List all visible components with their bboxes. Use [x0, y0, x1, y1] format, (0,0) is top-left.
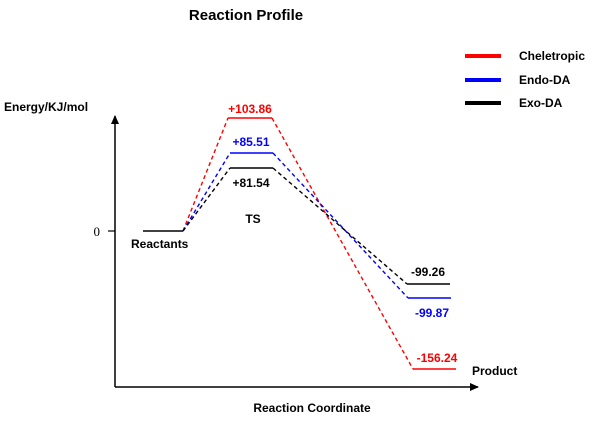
series-exo-da: +81.54 -99.26 [182, 167, 450, 285]
endo-da-ts-value: +85.51 [232, 135, 269, 149]
exo-da-ts-value: +81.54 [232, 176, 269, 190]
reactants-label: Reactants [131, 237, 189, 251]
legend-label-cheletropic: Cheletropic [519, 49, 585, 63]
exo-da-rise-connector [182, 167, 231, 232]
cheletropic-fall-connector [271, 117, 414, 370]
endo-da-rise-connector [182, 152, 231, 232]
y-axis-label: Energy/KJ/mol [4, 100, 88, 114]
series-cheletropic: +103.86 -156.24 [182, 102, 458, 370]
cheletropic-product-value: -156.24 [417, 351, 458, 365]
x-axis-label: Reaction Coordinate [253, 401, 371, 415]
product-label: Product [472, 364, 517, 378]
ts-label: TS [245, 212, 260, 226]
series-endo-da: +85.51 -99.87 [182, 135, 451, 320]
legend: Cheletropic Endo-DA Exo-DA [465, 49, 585, 110]
exo-da-fall-connector [272, 167, 408, 285]
legend-label-endo-da: Endo-DA [519, 73, 571, 87]
legend-swatch-exo-da [465, 101, 501, 105]
legend-swatch-cheletropic [465, 54, 501, 58]
zero-tick-label: 0 [94, 224, 101, 239]
cheletropic-ts-value: +103.86 [228, 102, 272, 116]
exo-da-product-value: -99.26 [411, 265, 445, 279]
legend-swatch-endo-da [465, 78, 501, 82]
legend-label-exo-da: Exo-DA [519, 96, 563, 110]
endo-da-fall-connector [272, 152, 409, 299]
chart-title: Reaction Profile [189, 7, 303, 24]
cheletropic-rise-connector [182, 117, 229, 232]
endo-da-product-value: -99.87 [415, 306, 449, 320]
